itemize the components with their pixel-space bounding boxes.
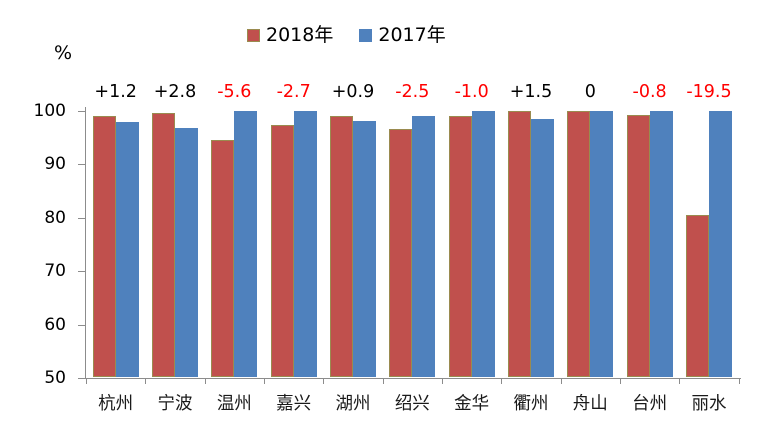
category-label-台州: 台州 (632, 394, 668, 414)
annotation-label-衢州: +1.5 (509, 82, 553, 102)
y-axis-tick (78, 324, 85, 326)
y-axis-tick (78, 271, 85, 272)
category-label-嘉兴: 嘉兴 (276, 394, 312, 414)
bar-2018年-衢州 (508, 110, 531, 378)
annotation-label-舟山: 0 (584, 82, 596, 102)
bar-2017年-温州 (234, 110, 258, 378)
bar-2017年-金华 (471, 110, 495, 378)
x-axis-tick (679, 379, 681, 384)
bar-2018年-金华 (448, 115, 472, 378)
bar-2017年-台州 (649, 110, 673, 378)
bar-2018年-台州 (626, 114, 650, 378)
y-axis-tick (78, 217, 85, 219)
bar-2018年-湖州 (330, 116, 354, 378)
category-label-丽水: 丽水 (691, 394, 727, 414)
bar-2018年-丽水 (686, 214, 709, 378)
bar-2018年-宁波 (152, 112, 176, 378)
category-label-杭州: 杭州 (98, 394, 134, 414)
bar-2017年-绍兴 (412, 115, 436, 378)
annotation-label-金华: -1.0 (454, 82, 489, 102)
annotation-label-台州: -0.8 (632, 82, 667, 102)
x-axis-tick (145, 379, 147, 384)
category-label-绍兴: 绍兴 (394, 394, 430, 414)
y-axis-tick-label: 70 (44, 261, 66, 281)
bar-2018年-杭州 (92, 115, 116, 378)
x-axis-tick (560, 379, 562, 384)
x-axis-tick (204, 379, 206, 384)
x-axis-tick (501, 379, 503, 384)
bar-2018年-绍兴 (389, 129, 413, 378)
y-axis (85, 107, 86, 378)
legend-swatch-2017 (359, 29, 373, 42)
annotation-label-嘉兴: -2.7 (276, 82, 311, 102)
legend-label-2018: 2018年 (266, 24, 334, 46)
annotation-label-杭州: +1.2 (94, 82, 137, 102)
bar-2017年-丽水 (709, 110, 732, 378)
category-label-温州: 温州 (216, 394, 252, 414)
annotation-label-绍兴: -2.5 (395, 82, 430, 102)
x-axis-tick (619, 379, 621, 384)
annotation-label-温州: -5.6 (217, 82, 252, 102)
x-axis-tick (86, 379, 87, 384)
legend-label-2017: 2017年 (378, 24, 446, 46)
x-axis-tick (263, 379, 265, 384)
category-label-金华: 金华 (454, 394, 490, 414)
x-axis-tick (323, 379, 325, 384)
legend-item-2017: 2017年 (359, 24, 446, 46)
bar-2017年-湖州 (353, 121, 377, 378)
bar-2017年-衢州 (531, 118, 554, 378)
y-axis-tick (78, 164, 85, 165)
annotation-label-湖州: +0.9 (331, 82, 375, 102)
annotation-label-宁波: +2.8 (153, 82, 197, 102)
legend-swatch-2018 (247, 29, 260, 42)
y-axis-tick-label: 90 (44, 154, 66, 174)
y-axis-tick-label: 60 (44, 314, 66, 335)
x-axis-tick (382, 379, 384, 384)
chart-legend: 2018年 2017年 (247, 26, 446, 45)
legend-item-2018: 2018年 (247, 26, 333, 45)
y-axis-tick-label: 50 (44, 368, 66, 388)
bar-2018年-温州 (211, 140, 235, 378)
category-label-宁波: 宁波 (157, 394, 193, 414)
bar-2018年-舟山 (567, 110, 591, 378)
y-axis-tick (78, 378, 85, 379)
bar-2017年-宁波 (175, 127, 199, 378)
bar-2017年-杭州 (115, 122, 139, 378)
bar-2018年-嘉兴 (270, 124, 294, 378)
y-axis-tick-label: 80 (44, 207, 66, 228)
y-axis-unit-label: % (54, 42, 73, 64)
category-label-舟山: 舟山 (572, 394, 608, 414)
category-label-湖州: 湖州 (335, 394, 371, 414)
x-axis (85, 378, 741, 379)
bar-2017年-嘉兴 (293, 110, 317, 378)
bar-2017年-舟山 (590, 110, 614, 378)
x-axis-tick (738, 379, 740, 384)
category-label-衢州: 衢州 (513, 394, 549, 414)
y-axis-tick (78, 110, 85, 112)
y-axis-tick-label: 100 (33, 100, 66, 121)
x-axis-tick (441, 379, 443, 384)
annotation-label-丽水: -19.5 (686, 82, 732, 102)
